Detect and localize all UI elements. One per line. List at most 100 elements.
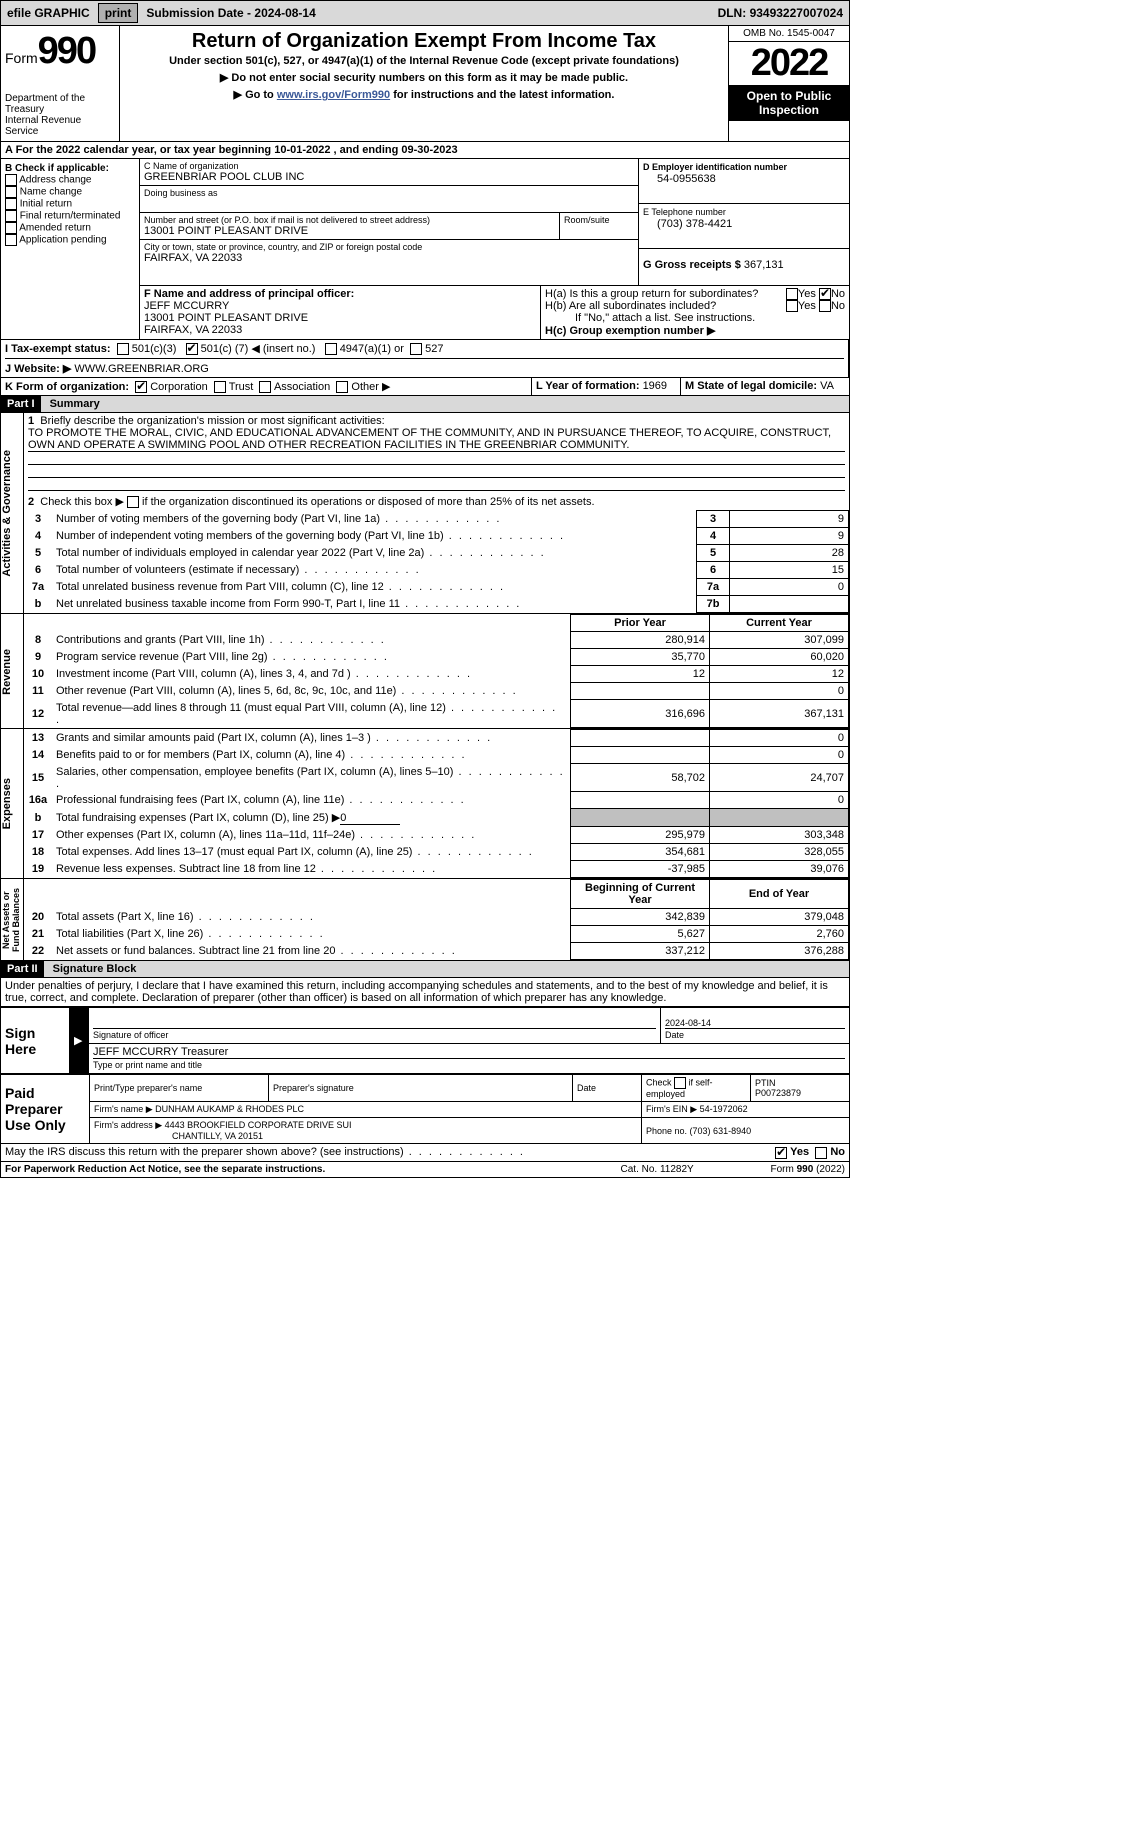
box-j-label: J Website: ▶ bbox=[5, 363, 74, 375]
sig-date: 2024-08-14 bbox=[665, 1018, 845, 1029]
discuss-row: May the IRS discuss this return with the… bbox=[0, 1144, 850, 1161]
box-b-cb[interactable] bbox=[5, 174, 17, 186]
netassets-table: Beginning of Current YearEnd of Year20To… bbox=[24, 879, 849, 960]
part2-hdr: Part II bbox=[1, 961, 44, 977]
pra-notice: For Paperwork Reduction Act Notice, see … bbox=[5, 1164, 621, 1175]
print-button[interactable]: print bbox=[98, 3, 139, 23]
box-b-cb[interactable] bbox=[5, 234, 17, 246]
ag-table: 3Number of voting members of the governi… bbox=[24, 510, 849, 613]
box-b-cb[interactable] bbox=[5, 222, 17, 234]
cb-discontinued[interactable] bbox=[127, 496, 139, 508]
side-rev: Revenue bbox=[1, 645, 13, 699]
side-exp: Expenses bbox=[1, 774, 13, 833]
box-b-item: Address change bbox=[5, 174, 135, 186]
discuss-no-cb[interactable] bbox=[815, 1147, 827, 1159]
ha-no-cb[interactable] bbox=[819, 288, 831, 300]
box-c-label: C Name of organization bbox=[144, 161, 634, 171]
box-b-item: Initial return bbox=[5, 198, 135, 210]
hb-yes-cb[interactable] bbox=[786, 300, 798, 312]
cb-4947[interactable] bbox=[325, 343, 337, 355]
line2-label: Check this box ▶ if the organization dis… bbox=[40, 496, 594, 508]
officer-name: JEFF MCCURRY bbox=[144, 300, 229, 312]
firm-phone: Phone no. (703) 631-8940 bbox=[642, 1118, 850, 1144]
box-b-item: Application pending bbox=[5, 234, 135, 246]
discuss-yes-cb[interactable] bbox=[775, 1147, 787, 1159]
officer-addr2: FAIRFAX, VA 22033 bbox=[144, 324, 242, 336]
paid-preparer: Paid Preparer Use Only bbox=[1, 1075, 90, 1144]
box-f-label: F Name and address of principal officer: bbox=[144, 288, 354, 300]
line1-label: Briefly describe the organization's miss… bbox=[40, 415, 384, 427]
open-inspection: Open to Public Inspection bbox=[729, 85, 849, 121]
note-ssn: ▶ Do not enter social security numbers o… bbox=[124, 71, 724, 84]
city-label: City or town, state or province, country… bbox=[144, 242, 634, 252]
website: WWW.GREENBRIAR.ORG bbox=[74, 363, 208, 375]
expenses-table: 13Grants and similar amounts paid (Part … bbox=[24, 729, 849, 878]
street-address: 13001 POINT PLEASANT DRIVE bbox=[144, 225, 555, 237]
h-b: H(b) Are all subordinates included? bbox=[545, 300, 786, 312]
box-b-cb[interactable] bbox=[5, 186, 17, 198]
box-b-cb[interactable] bbox=[5, 198, 17, 210]
line1-num: 1 bbox=[28, 415, 34, 427]
form-header: Form990 Department of the Treasury Inter… bbox=[0, 26, 850, 142]
cb-trust[interactable] bbox=[214, 381, 226, 393]
cb-501c3[interactable] bbox=[117, 343, 129, 355]
box-m: M State of legal domicile: VA bbox=[681, 378, 849, 395]
box-e-label: E Telephone number bbox=[643, 207, 726, 217]
officer-addr1: 13001 POINT PLEASANT DRIVE bbox=[144, 312, 308, 324]
part1-hdr: Part I bbox=[1, 396, 41, 412]
form-number: Form990 bbox=[5, 30, 115, 73]
room-label: Room/suite bbox=[564, 215, 634, 225]
box-b-cb[interactable] bbox=[5, 210, 17, 222]
ha-yes-cb[interactable] bbox=[786, 288, 798, 300]
box-d-label: D Employer identification number bbox=[643, 162, 787, 172]
box-b-item: Amended return bbox=[5, 222, 135, 234]
part1-title: Summary bbox=[44, 396, 106, 412]
prep-name-label: Print/Type preparer's name bbox=[90, 1075, 269, 1102]
mission-text: TO PROMOTE THE MORAL, CIVIC, AND EDUCATI… bbox=[28, 427, 845, 452]
officer-name-title: JEFF MCCURRY Treasurer bbox=[93, 1046, 845, 1059]
submission-date: Submission Date - 2024-08-14 bbox=[140, 4, 321, 22]
efile-label: efile GRAPHIC bbox=[1, 4, 96, 22]
entity-block: B Check if applicable: Address change Na… bbox=[0, 159, 850, 340]
part2-title: Signature Block bbox=[47, 961, 143, 977]
period-row: A For the 2022 calendar year, or tax yea… bbox=[0, 142, 850, 159]
org-name: GREENBRIAR POOL CLUB INC bbox=[144, 171, 634, 183]
self-employed: Check if self-employed bbox=[642, 1075, 751, 1102]
cb-501c[interactable] bbox=[186, 343, 198, 355]
omb-number: OMB No. 1545-0047 bbox=[729, 26, 849, 42]
cb-527[interactable] bbox=[410, 343, 422, 355]
subtitle: Under section 501(c), 527, or 4947(a)(1)… bbox=[124, 55, 724, 67]
cb-other[interactable] bbox=[336, 381, 348, 393]
top-bar: efile GRAPHIC print Submission Date - 20… bbox=[0, 0, 850, 26]
arrow-icon: ▶ bbox=[70, 1008, 89, 1074]
hb-no-cb[interactable] bbox=[819, 300, 831, 312]
form-ref: Form 990 (2022) bbox=[771, 1164, 845, 1175]
prep-sig-label: Preparer's signature bbox=[269, 1075, 573, 1102]
box-l: L Year of formation: 1969 bbox=[532, 378, 681, 395]
form-title: Return of Organization Exempt From Incom… bbox=[124, 30, 724, 53]
prep-date-label: Date bbox=[573, 1075, 642, 1102]
sig-officer-label: Signature of officer bbox=[93, 1030, 168, 1040]
box-i: I Tax-exempt status: 501(c)(3) 501(c) (7… bbox=[5, 342, 844, 355]
h-c: H(c) Group exemption number ▶ bbox=[545, 324, 845, 337]
revenue-table: Prior YearCurrent Year8Contributions and… bbox=[24, 614, 849, 728]
ein: 54-0955638 bbox=[643, 173, 845, 185]
ptin: PTINP00723879 bbox=[751, 1075, 850, 1102]
telephone: (703) 378-4421 bbox=[643, 218, 845, 230]
dba-label: Doing business as bbox=[144, 188, 634, 198]
box-g-label: G Gross receipts $ bbox=[643, 259, 744, 271]
note-link: ▶ Go to www.irs.gov/Form990 for instruct… bbox=[124, 88, 724, 101]
cb-self-emp[interactable] bbox=[674, 1077, 686, 1089]
box-b-item: Name change bbox=[5, 186, 135, 198]
h-b-note: If "No," attach a list. See instructions… bbox=[545, 312, 845, 324]
tax-year: 2022 bbox=[729, 42, 849, 85]
gross-receipts: 367,131 bbox=[744, 259, 784, 271]
cb-corp[interactable] bbox=[135, 381, 147, 393]
declaration: Under penalties of perjury, I declare th… bbox=[0, 978, 850, 1007]
addr-label: Number and street (or P.O. box if mail i… bbox=[144, 215, 555, 225]
dept-label: Department of the Treasury Internal Reve… bbox=[5, 93, 115, 137]
cb-assoc[interactable] bbox=[259, 381, 271, 393]
sign-here: Sign Here bbox=[1, 1008, 70, 1074]
cat-no: Cat. No. 11282Y bbox=[621, 1164, 771, 1175]
irs-link[interactable]: www.irs.gov/Form990 bbox=[277, 89, 390, 101]
